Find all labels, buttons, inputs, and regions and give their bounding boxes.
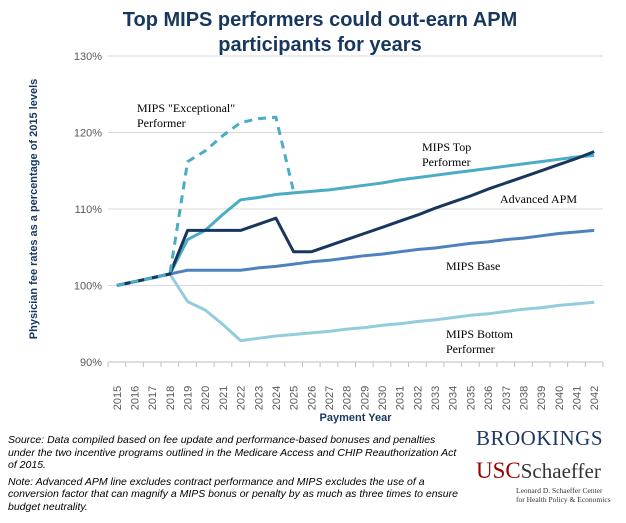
x-tick-label: 2023 (253, 386, 265, 410)
y-tick-label: 130% (74, 51, 102, 63)
source-notes: Source: Data compiled based on fee updat… (8, 434, 458, 517)
series-label: Advanced APM (500, 192, 577, 206)
line-chart: 90% 100% 110% 120% 130% 2015 2016 2017 2018 2019 2… (28, 51, 604, 424)
x-axis-title: Payment Year (320, 412, 393, 424)
x-tick-label: 2030 (377, 386, 389, 410)
schaeffer-subtitle-line-1: Leonard D. Schaeffer Center (516, 486, 603, 495)
x-tick-label: 2028 (342, 386, 354, 410)
x-tick-label: 2041 (571, 386, 583, 410)
x-tick-label: 2021 (218, 386, 230, 410)
schaeffer-subtitle: Leonard D. Schaeffer Center for Health P… (516, 486, 626, 504)
series-line-mips-exceptional-performer (116, 115, 296, 287)
x-tick-label: 2035 (465, 386, 477, 410)
chart-title-line-2: participants for years (218, 34, 422, 56)
x-tick-label: 2024 (271, 386, 283, 410)
series-label: Performer (422, 155, 471, 169)
x-tick-label: 2036 (483, 386, 495, 410)
x-tick-label: 2033 (430, 386, 442, 410)
x-tick-label: 2038 (518, 386, 530, 410)
series-label: MIPS Base (446, 259, 500, 273)
x-tick-label: 2017 (147, 386, 159, 410)
x-tick-label: 2016 (130, 386, 142, 410)
x-tick-label: 2026 (306, 386, 318, 410)
brookings-logo: BROOKINGS (476, 426, 604, 450)
y-axis-title: Physician fee rates as a percentage of 2… (28, 79, 40, 339)
y-tick-label: 100% (74, 281, 102, 293)
x-tick-label: 2018 (165, 386, 177, 410)
series-label: MIPS Bottom (446, 327, 514, 341)
x-tick-label: 2027 (324, 386, 336, 410)
x-tick-label: 2022 (236, 386, 248, 410)
series-label: MIPS "Exceptional" (137, 101, 235, 115)
x-tick-label: 2039 (536, 386, 548, 410)
series-label: Performer (446, 342, 495, 356)
chart-title: Top MIPS performers could out-earn APM p… (100, 8, 540, 58)
usc-schaeffer-logo: USCSchaeffer (476, 458, 601, 484)
series-line-mips-base (116, 228, 595, 287)
note-text: Note: Advanced APM line excludes contrac… (8, 475, 458, 513)
x-tick-label: 2019 (183, 386, 195, 410)
x-tick-label: 2032 (412, 386, 424, 410)
y-tick-label: 110% (75, 204, 103, 216)
y-tick-label: 120% (74, 128, 102, 140)
series-label: Performer (137, 116, 186, 130)
series-line-mips-top-performer (116, 153, 595, 287)
x-tick-label: 2015 (112, 386, 124, 410)
series-label: MIPS Top (422, 140, 471, 154)
usc-wordmark: USC (476, 458, 521, 483)
x-tick-label: 2040 (554, 386, 566, 410)
chart-title-line-1: Top MIPS performers could out-earn APM (122, 9, 518, 31)
x-tick-label: 2034 (448, 386, 460, 410)
series-line-mips-bottom-performer (116, 272, 595, 343)
series-line-advanced-apm (116, 150, 595, 287)
x-tick-label: 2042 (589, 386, 601, 410)
schaeffer-subtitle-line-2: for Health Policy & Economics (516, 495, 611, 504)
x-tick-label: 2037 (501, 386, 513, 410)
x-tick-label: 2029 (359, 386, 371, 410)
x-tick-label: 2031 (395, 386, 407, 410)
source-text: Source: Data compiled based on fee updat… (8, 434, 457, 471)
schaeffer-wordmark: Schaeffer (520, 459, 601, 483)
x-tick-label: 2020 (200, 386, 212, 410)
y-tick-label: 90% (80, 357, 102, 369)
x-tick-label: 2025 (289, 386, 301, 410)
